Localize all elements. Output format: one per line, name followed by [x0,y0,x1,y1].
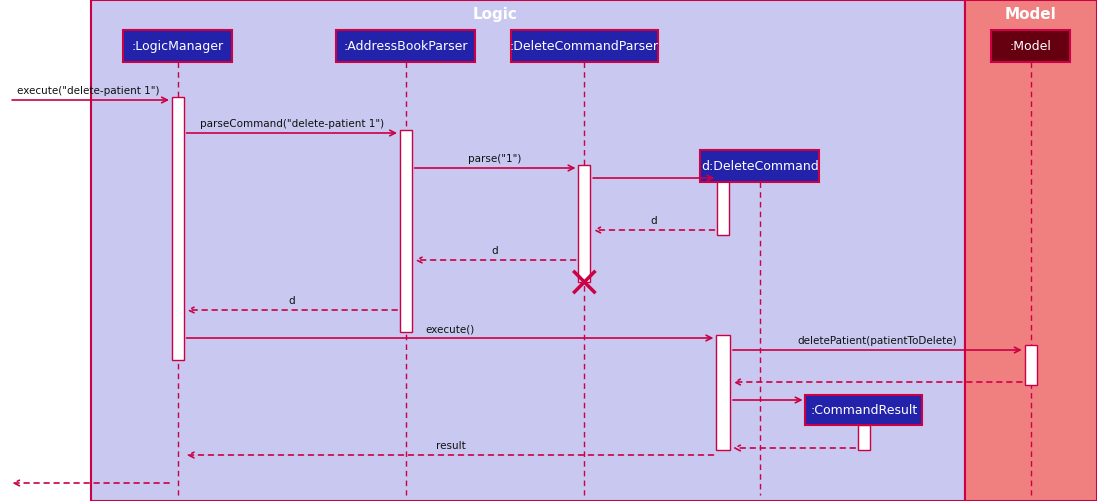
Bar [1025,345,1037,385]
Bar [991,30,1071,62]
Text: parse("1"): parse("1") [468,154,522,164]
Bar [337,30,475,62]
Bar [511,30,658,62]
Text: deletePatient(patientToDelete): deletePatient(patientToDelete) [798,336,957,346]
Bar [9,0,91,501]
Text: Logic: Logic [473,7,518,22]
Text: d: d [289,296,295,306]
Text: result: result [436,441,465,451]
Bar [965,0,1097,501]
Bar [123,30,233,62]
Text: parseCommand("delete-patient 1"): parseCommand("delete-patient 1") [200,119,384,129]
Bar [91,0,965,501]
Bar [700,150,819,182]
Text: :AddressBookParser: :AddressBookParser [343,40,468,53]
Bar [716,335,731,450]
Bar [400,130,411,332]
Text: :LogicManager: :LogicManager [132,40,224,53]
Text: Model: Model [1005,7,1056,22]
Text: execute(): execute() [426,324,475,334]
Text: :CommandResult: :CommandResult [811,403,917,416]
Bar [717,175,730,235]
Bar [858,425,870,450]
Text: d: d [491,246,498,256]
Text: :DeleteCommandParser: :DeleteCommandParser [510,40,659,53]
Text: d: d [651,216,657,226]
Bar [172,97,184,360]
Bar [578,165,590,282]
Text: :Model: :Model [1009,40,1052,53]
Text: execute("delete-patient 1"): execute("delete-patient 1") [18,86,160,96]
Text: d:DeleteCommand: d:DeleteCommand [701,159,818,172]
Bar [805,395,923,425]
